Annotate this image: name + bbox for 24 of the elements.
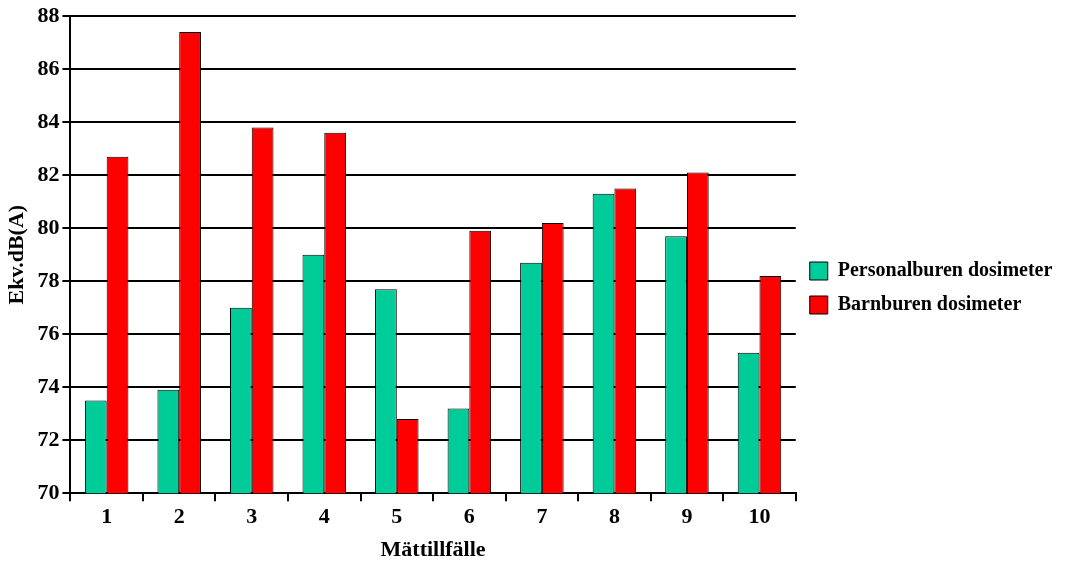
y-tick-label: 70 [37,478,60,504]
y-tick-label: 78 [37,266,60,292]
y-tick-label: 72 [37,425,60,451]
x-tick-label: 6 [463,503,475,529]
y-tick-label: 76 [37,319,60,345]
x-axis-title: Mättillfälle [380,536,486,562]
legend-label: Barnburen dosimeter [837,292,1022,315]
x-tick-label: 8 [608,503,620,529]
x-tick-label: 9 [681,503,693,529]
y-tick-label: 82 [37,160,60,186]
y-tick-label: 80 [37,213,60,239]
x-tick-label: 2 [173,503,185,529]
x-tick-label: 3 [246,503,258,529]
x-tick-label: 7 [536,503,548,529]
legend-label: Personalburen dosimeter [837,258,1053,281]
x-tick-label: 4 [318,503,330,529]
x-tick-label: 5 [391,503,403,529]
y-axis-title: Ekv.dB(A) [2,204,28,305]
x-tick-label: 10 [748,503,771,529]
y-tick-label: 86 [37,54,60,80]
x-tick-label: 1 [101,503,113,529]
y-tick-label: 88 [37,1,60,27]
y-tick-label: 74 [37,372,60,398]
y-tick-label: 84 [37,107,60,133]
